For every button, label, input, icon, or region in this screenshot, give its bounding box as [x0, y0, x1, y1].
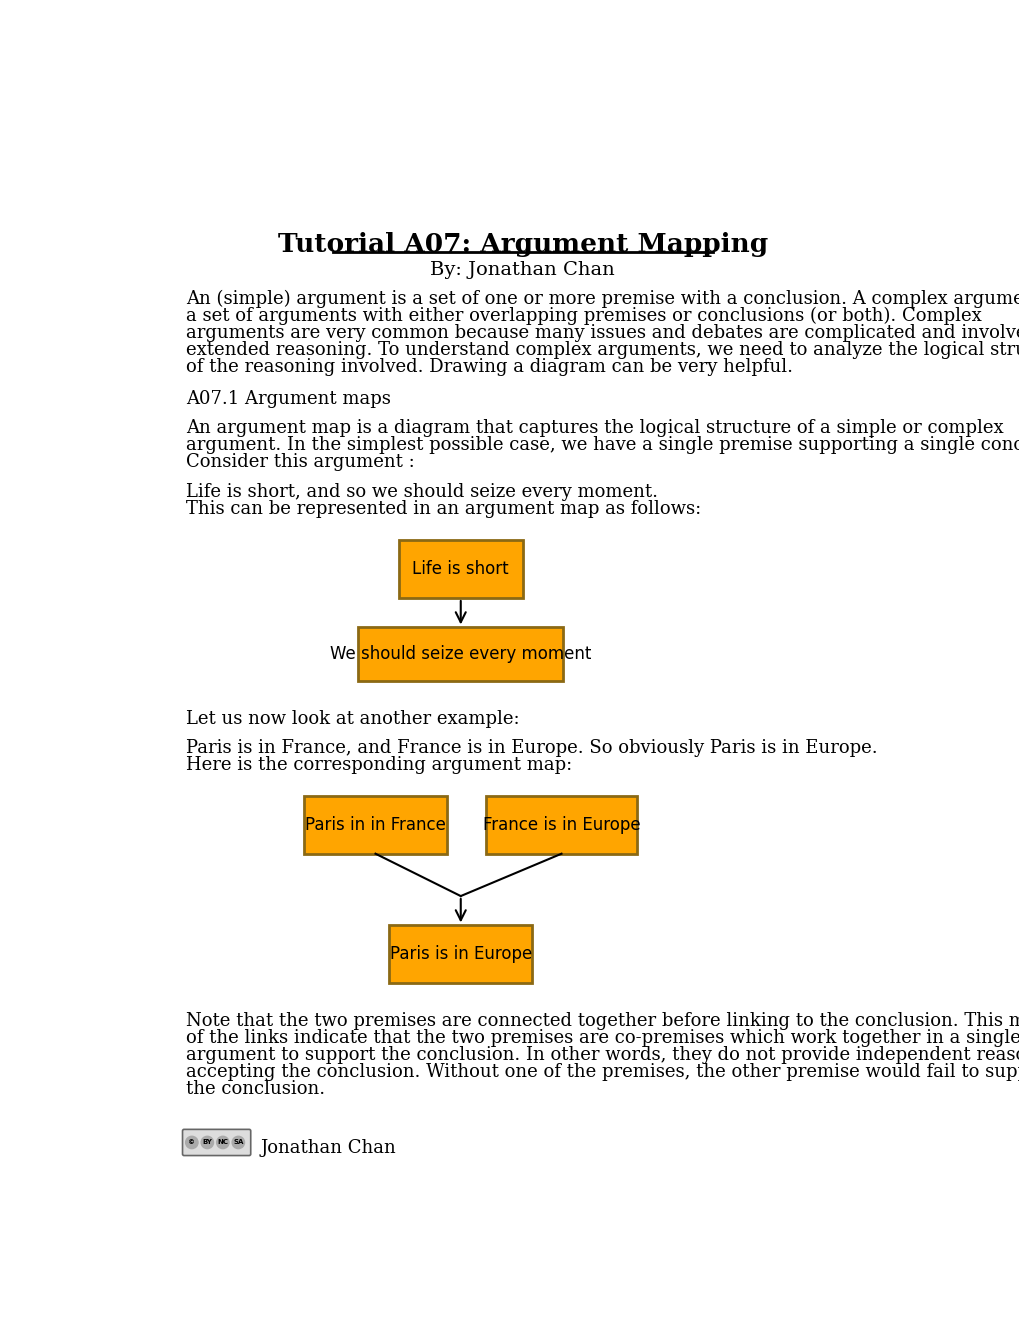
Text: Paris in in France: Paris in in France	[305, 816, 445, 834]
Text: Tutorial A07: Argument Mapping: Tutorial A07: Argument Mapping	[277, 231, 767, 256]
Text: arguments are very common because many issues and debates are complicated and in: arguments are very common because many i…	[185, 323, 1019, 342]
Text: the conclusion.: the conclusion.	[185, 1080, 324, 1098]
Text: a set of arguments with either overlapping premises or conclusions (or both). Co: a set of arguments with either overlappi…	[185, 308, 980, 325]
Text: accepting the conclusion. Without one of the premises, the other premise would f: accepting the conclusion. Without one of…	[185, 1063, 1019, 1081]
Text: Consider this argument :: Consider this argument :	[185, 453, 414, 470]
Text: Life is short, and so we should seize every moment.: Life is short, and so we should seize ev…	[185, 483, 657, 502]
FancyBboxPatch shape	[182, 1130, 251, 1155]
Circle shape	[201, 1137, 213, 1148]
Text: of the links indicate that the two premises are co-premises which work together : of the links indicate that the two premi…	[185, 1030, 1019, 1047]
Text: Let us now look at another example:: Let us now look at another example:	[185, 710, 519, 729]
Text: By: Jonathan Chan: By: Jonathan Chan	[430, 261, 614, 279]
FancyBboxPatch shape	[304, 796, 446, 854]
Text: An argument map is a diagram that captures the logical structure of a simple or : An argument map is a diagram that captur…	[185, 418, 1003, 437]
Text: Jonathan Chan: Jonathan Chan	[261, 1139, 396, 1158]
Circle shape	[185, 1137, 198, 1148]
Text: This can be represented in an argument map as follows:: This can be represented in an argument m…	[185, 500, 700, 519]
Circle shape	[232, 1137, 245, 1148]
Text: France is in Europe: France is in Europe	[482, 816, 640, 834]
Text: A07.1 Argument maps: A07.1 Argument maps	[185, 391, 390, 408]
Text: SA: SA	[233, 1139, 244, 1146]
Text: Paris is in France, and France is in Europe. So obviously Paris is in Europe.: Paris is in France, and France is in Eur…	[185, 739, 876, 756]
Text: Note that the two premises are connected together before linking to the conclusi: Note that the two premises are connected…	[185, 1012, 1019, 1031]
Text: Here is the corresponding argument map:: Here is the corresponding argument map:	[185, 756, 572, 774]
FancyBboxPatch shape	[388, 925, 532, 983]
Text: argument to support the conclusion. In other words, they do not provide independ: argument to support the conclusion. In o…	[185, 1047, 1019, 1064]
Circle shape	[216, 1137, 229, 1148]
Text: We should seize every moment: We should seize every moment	[330, 645, 591, 663]
FancyBboxPatch shape	[485, 796, 637, 854]
Text: ©: ©	[189, 1139, 195, 1146]
FancyBboxPatch shape	[398, 540, 522, 598]
Text: Paris is in Europe: Paris is in Europe	[389, 945, 531, 964]
Text: BY: BY	[202, 1139, 212, 1146]
Text: of the reasoning involved. Drawing a diagram can be very helpful.: of the reasoning involved. Drawing a dia…	[185, 358, 792, 376]
Text: Life is short: Life is short	[412, 560, 508, 578]
Text: An (simple) argument is a set of one or more premise with a conclusion. A comple: An (simple) argument is a set of one or …	[185, 290, 1019, 309]
FancyBboxPatch shape	[358, 627, 562, 681]
Text: NC: NC	[217, 1139, 228, 1146]
Text: extended reasoning. To understand complex arguments, we need to analyze the logi: extended reasoning. To understand comple…	[185, 341, 1019, 359]
Text: argument. In the simplest possible case, we have a single premise supporting a s: argument. In the simplest possible case,…	[185, 436, 1019, 454]
